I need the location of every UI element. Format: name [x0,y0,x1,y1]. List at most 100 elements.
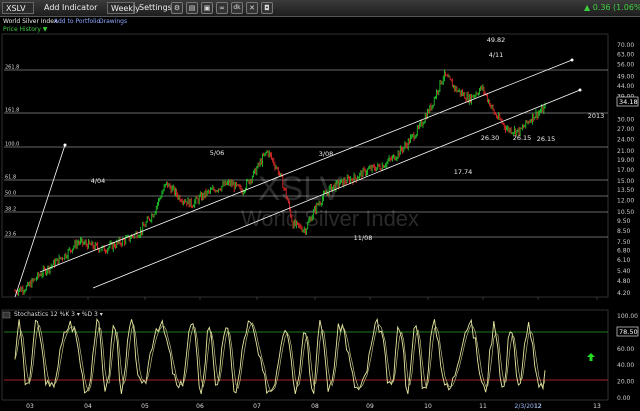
fib-level-label: 61.8 [5,175,16,181]
x-tick-label: 03 [26,403,34,410]
stoch-y-tick: 0.00 [617,395,631,402]
chart-annotation: 26.15 [513,134,532,142]
period-select[interactable]: Weekly [107,2,140,14]
y-tick-label: 4.20 [617,290,631,297]
drawings-link[interactable]: Drawings [99,18,128,25]
x-tick-label: 07 [253,403,261,410]
y-tick-label: 7.50 [617,239,631,246]
y-tick-label: 30.00 [617,117,634,124]
stoch-y-tick: 40.00 [617,362,634,369]
last-price-box [616,96,639,107]
y-tick-label: 44.00 [617,83,634,90]
add-indicator-button[interactable]: Add Indicator [44,3,98,12]
y-tick-label: 19.00 [617,157,634,164]
x-tick-label: 12 [534,403,542,410]
y-tick-label: 27.00 [617,126,634,133]
chart-annotation: 11/08 [354,234,373,242]
annotations: 49.82 4/11 3/08 5/06 4/04 11/08 17.74 26.30 26.1… [91,36,605,242]
channel-handle[interactable] [578,88,582,92]
chart-annotation: 3/08 [319,150,334,158]
last-price-label: 34.18 [619,98,638,106]
x-tick-label: 2/3/2012 [515,403,542,410]
fib-level-label: 50.0 [5,191,16,197]
y-tick-label: 24.00 [617,136,634,143]
y-tick-label: 70.00 [617,42,634,49]
y-tick-label: 13.50 [617,187,634,194]
y-tick-label: 10.50 [617,209,634,216]
y-tick-label: 6.80 [617,248,631,255]
channel-upper-line[interactable] [39,59,573,273]
link-icon[interactable]: ∞ [216,2,228,14]
price-bars [14,69,546,297]
stoch-y-tick: 60.00 [617,346,634,353]
close-icon[interactable] [2,311,11,319]
x-tick-label: 05 [141,403,149,410]
channel-lower-line[interactable] [92,89,581,289]
y-tick-label: 56.00 [617,62,634,69]
close-icon[interactable]: ✕ [246,2,258,14]
chart-annotation: 26.30 [481,134,500,142]
camera-icon[interactable]: ◘ [261,2,273,14]
price-panel-frame [1,33,609,298]
chart-annotation: 5/06 [210,149,225,157]
chart-annotation: 26.15 [537,135,556,143]
fib-level-label: 161.8 [5,108,19,114]
fib-anchor-line[interactable] [14,144,66,298]
fib-level-label: 100.0 [5,142,19,148]
dk-icon[interactable]: dk [231,2,243,14]
y-tick-label: 15.00 [617,178,634,185]
subbar: World Silver Index Add to Portfolio Draw… [0,17,640,26]
y-tick-label: 4.80 [617,278,631,285]
stochastics-label[interactable]: Stochastics 12 %K 3 ▾ %D 3 ▾ [14,311,103,318]
price-y-axis: 70.0063.0056.0049.0044.0039.0030.0027.00… [617,42,634,297]
x-tick-label: 08 [311,403,319,410]
price-change: ▲ 0.36 (1.06%) [584,3,640,12]
stoch-y-tick: 100.00 [617,313,638,320]
x-tick-label: 09 [366,403,374,410]
settings-icon[interactable]: ⚙ [171,2,183,14]
x-tick-label: 04 [84,403,92,410]
chart-annotation: 4/11 [489,51,504,59]
stoch-d-line [14,322,546,393]
y-tick-label: 6.10 [617,257,631,264]
x-tick-label: 06 [196,403,204,410]
stoch-last-box [616,326,639,337]
chart-annotation: 4/04 [91,177,106,185]
channel-handle[interactable] [570,58,574,62]
x-tick-label: 13 [593,403,601,410]
x-tick-label: 10 [424,403,432,410]
y-tick-label: 17.00 [617,167,634,174]
save-icon[interactable]: ▣ [201,2,213,14]
x-axis: 03 04 05 06 07 08 09 10 11 122/3/2012 13 [26,297,601,410]
stoch-y-tick: 20.00 [617,379,634,386]
up-arrow-icon [587,353,595,361]
chart-annotation: 49.82 [487,36,506,44]
add-to-portfolio-link[interactable]: Add to Portfolio [54,18,101,25]
fib-handle[interactable] [63,143,67,147]
fib-level-label: 23.6 [5,232,16,238]
y-tick-label: 63.00 [617,51,634,58]
symbol-input[interactable]: XSLV [2,2,34,14]
chart-annotation: 2013 [588,112,605,120]
price-history-label[interactable]: Price History ▼ [3,26,48,33]
stoch-last-label: 78.50 [619,328,638,336]
fib-levels: 261.8 161.8 100.0 61.8 50.0 38.2 23.6 [4,65,608,238]
y-tick-label: 12.00 [617,197,634,204]
y-tick-label: 5.40 [617,268,631,275]
chart-annotation: 17.74 [454,168,473,176]
y-tick-label: 8.50 [617,228,631,235]
y-tick-label: 21.00 [617,148,634,155]
fib-level-label: 38.2 [5,207,16,213]
watermark-name: World Silver Index [241,206,419,231]
toolbar: XSLV Add Indicator Weekly Settings ⚙ ▤ ▣… [0,0,640,17]
settings-button[interactable]: Settings [139,3,172,12]
index-name: World Silver Index [3,18,58,25]
y-tick-label: 49.00 [617,73,634,80]
divider [133,2,134,14]
watermark-symbol: XSLV [258,170,343,208]
print-icon[interactable]: ▤ [186,2,198,14]
y-tick-label: 9.50 [617,218,631,225]
fib-level-label: 261.8 [5,65,19,71]
